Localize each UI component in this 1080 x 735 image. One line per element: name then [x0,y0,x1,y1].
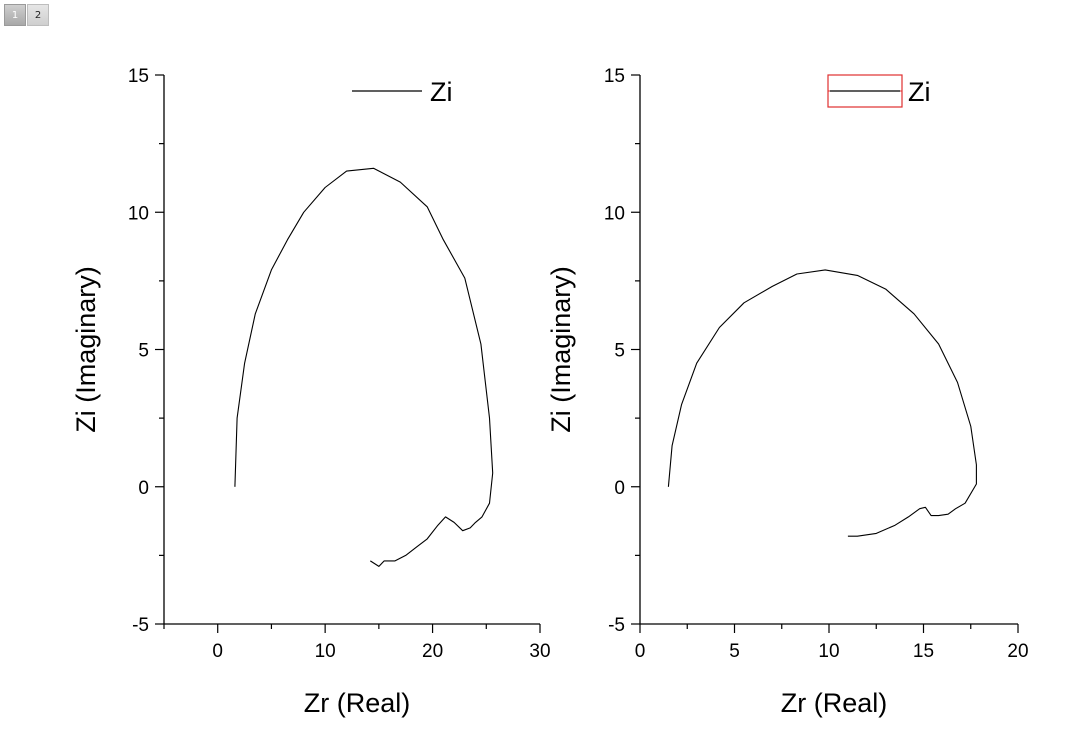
chart-2-x-tick-label: 0 [635,641,646,662]
chart-2-x-tick-label: 20 [1007,641,1028,662]
chart-1-y-tick-label: 10 [128,203,149,224]
chart-2-y-tick-label: 0 [614,478,625,499]
chart-2-y-tick-label: -5 [608,615,625,636]
chart-1-y-tick-label: -5 [132,615,149,636]
chart-1-x-tick-label: 20 [422,641,443,662]
chart-1-x-tick-label: 0 [212,641,223,662]
chart-2: 0 5 10 15 20 -5 0 5 10 15 Zr (Real) Zi (Imaginary) Z… [546,66,1029,718]
tab-page-2[interactable]: 2 [27,4,49,26]
chart-1-x-tick-label: 30 [529,641,550,662]
chart-2-y-axis-title: Zi (Imaginary) [546,266,576,433]
chart-2-y-tick-label: 15 [604,66,625,87]
chart-1: 0 10 20 30 -5 0 5 10 15 Zr (Real) Zi (Imaginary) Zi [71,66,551,718]
tab-page-1[interactable]: 1 [4,4,26,26]
chart-2-x-axis-title: Zr (Real) [781,688,888,718]
chart-2-x-tick-label: 5 [729,641,740,662]
chart-1-x-axis-title: Zr (Real) [304,688,411,718]
chart-1-legend-label: Zi [430,77,453,107]
chart-2-x-tick-label: 15 [913,641,934,662]
chart-1-y-tick-label: 15 [128,66,149,87]
chart-2-series-line-zi [667,269,977,537]
chart-1-x-tick-label: 10 [315,641,336,662]
chart-2-legend-label: Zi [908,77,931,107]
chart-1-series-line-zi [234,167,494,567]
chart-2-y-tick-label: 5 [614,341,625,362]
chart-1-y-axis-title: Zi (Imaginary) [71,266,101,433]
chart-2-y-tick-label: 10 [604,203,625,224]
chart-2-x-tick-label: 10 [818,641,839,662]
chart-1-y-tick-label: 0 [138,478,149,499]
chart-1-y-tick-label: 5 [138,341,149,362]
page-tabs: 1 2 [4,4,49,26]
